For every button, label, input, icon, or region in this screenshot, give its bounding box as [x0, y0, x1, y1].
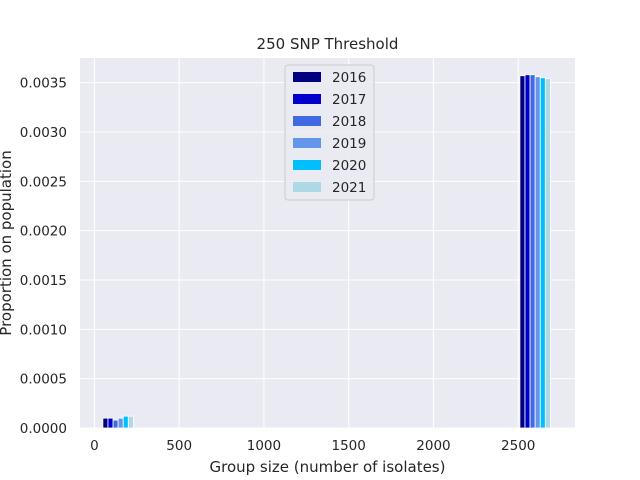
legend-swatch-2018 — [293, 116, 321, 126]
bar-2021 — [544, 78, 551, 429]
bar-2016 — [519, 75, 526, 429]
y-tick-label: 0.0000 — [20, 421, 67, 437]
y-tick-label: 0.0035 — [20, 76, 67, 92]
x-axis-label: Group size (number of isolates) — [210, 458, 446, 476]
x-tick-label: 1000 — [247, 438, 281, 454]
legend-swatch-2017 — [293, 94, 321, 104]
x-tick-label: 500 — [166, 438, 192, 454]
bar-2020 — [122, 415, 129, 429]
x-tick-label: 2000 — [416, 438, 450, 454]
bar-2021 — [127, 415, 134, 429]
bars — [102, 74, 551, 429]
y-tick-label: 0.0025 — [20, 174, 67, 190]
bar-2018 — [529, 74, 536, 429]
y-tick-label: 0.0020 — [20, 224, 67, 240]
x-axis-ticks: 0 500 1000 1500 2000 2500 — [90, 438, 535, 454]
legend-label: 2016 — [332, 70, 366, 86]
legend: 2016 2017 2018 2019 2020 2021 — [284, 64, 375, 201]
bar-2016 — [102, 417, 109, 429]
legend-label: 2021 — [332, 180, 366, 196]
legend-swatch-2020 — [293, 160, 321, 170]
legend-label: 2018 — [332, 114, 366, 130]
y-tick-label: 0.0005 — [20, 372, 67, 388]
legend-swatch-2021 — [293, 182, 321, 192]
bar-2017 — [107, 417, 114, 429]
legend-label: 2020 — [332, 158, 366, 174]
x-tick-label: 1500 — [332, 438, 366, 454]
y-axis-label: Proportion on population — [0, 150, 15, 335]
chart-title: 250 SNP Threshold — [257, 35, 399, 53]
legend-label: 2017 — [332, 92, 366, 108]
y-tick-label: 0.0010 — [20, 322, 67, 338]
y-tick-label: 0.0030 — [20, 125, 67, 141]
y-axis-ticks: 0.0000 0.0005 0.0010 0.0015 0.0020 0.0025 0.00… — [20, 76, 67, 437]
bar-2019 — [534, 76, 541, 429]
bar-2017 — [524, 74, 531, 429]
x-tick-label: 0 — [90, 438, 99, 454]
bar-2019 — [117, 417, 124, 429]
y-tick-label: 0.0015 — [20, 273, 67, 289]
bar-2020 — [539, 77, 546, 429]
bar-2018 — [112, 419, 119, 429]
legend-label: 2019 — [332, 136, 366, 152]
legend-swatch-2016 — [293, 72, 321, 82]
x-tick-label: 2500 — [501, 438, 535, 454]
legend-swatch-2019 — [293, 138, 321, 148]
